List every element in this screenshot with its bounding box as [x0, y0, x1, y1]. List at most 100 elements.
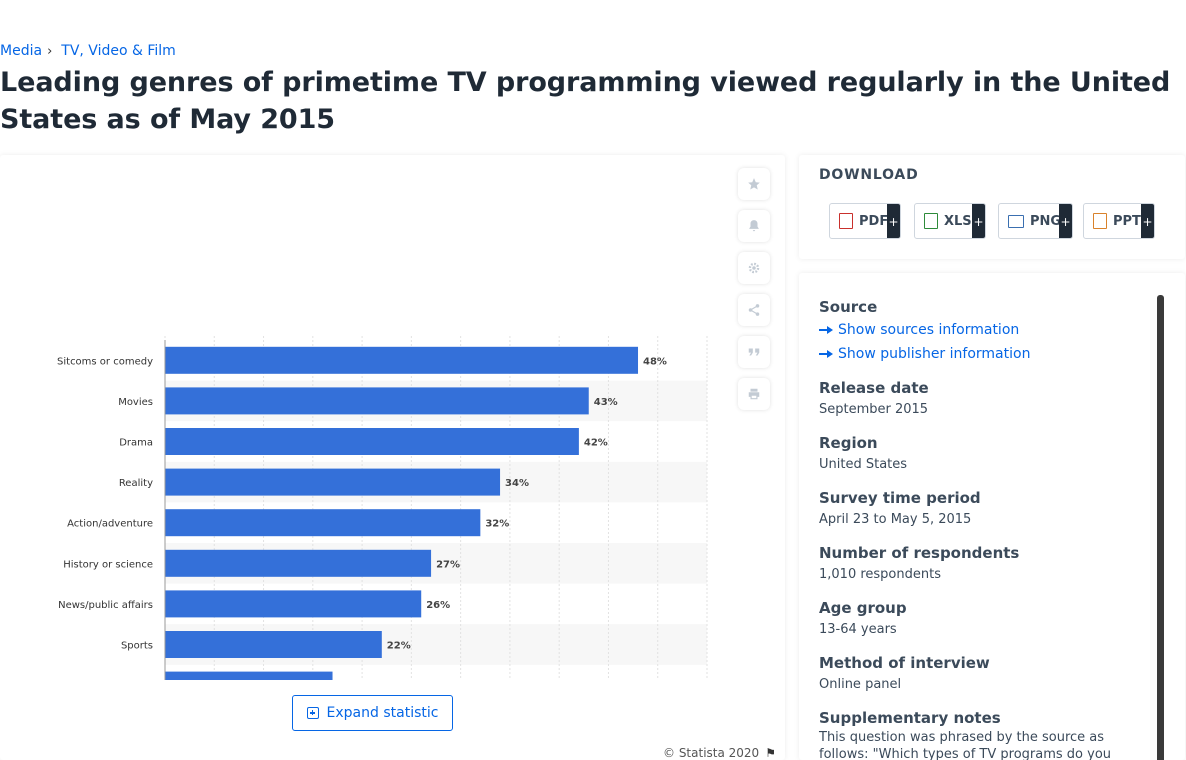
method-block: Method of interview Online panel [819, 652, 1149, 696]
category-label: Sitcoms or comedy [57, 356, 153, 367]
category-label: Drama [119, 438, 153, 449]
respondents-heading: Number of respondents [819, 544, 1020, 562]
show-sources-label: Show sources information [838, 322, 1020, 338]
xls-file-icon [924, 213, 938, 229]
category-label: Movies [118, 397, 153, 408]
info-scrollbar[interactable] [1157, 295, 1164, 760]
data-label: 22% [387, 641, 411, 652]
download-xls-button[interactable]: XLS + [914, 203, 986, 239]
pdf-file-icon [839, 213, 853, 229]
source-block: Source Show sources information Show pub… [819, 296, 1149, 366]
bar [165, 549, 432, 577]
show-publisher-link[interactable]: Show publisher information [819, 342, 1149, 366]
survey-period-block: Survey time period April 23 to May 5, 20… [819, 487, 1149, 531]
respondents-block: Number of respondents 1,010 respondents [819, 542, 1149, 586]
category-label: History or science [63, 559, 153, 570]
breadcrumb-media[interactable]: Media [0, 43, 43, 59]
gear-icon [748, 262, 760, 274]
copyright: © Statista 2020 ⚑ [663, 746, 776, 760]
release-date-heading: Release date [819, 379, 929, 397]
print-icon [748, 388, 760, 400]
download-png-plus[interactable]: + [1059, 204, 1072, 238]
category-label: Sports [121, 641, 153, 652]
breadcrumb-separator: › [47, 43, 53, 59]
page-title: Leading genres of primetime TV programmi… [0, 67, 1171, 135]
show-publisher-label: Show publisher information [838, 346, 1031, 362]
expand-statistic-button[interactable]: Expand statistic [292, 695, 453, 731]
breadcrumb-tv-video-film[interactable]: TV, Video & Film [61, 43, 176, 59]
bell-icon [749, 220, 759, 232]
category-label: Action/adventure [67, 519, 153, 530]
bar-chart: 48% Sitcoms or comedy 43% Movies 42% Drama 34%… [57, 336, 708, 680]
source-heading: Source [819, 298, 878, 316]
download-ppt-plus[interactable]: + [1141, 204, 1154, 238]
data-label: 32% [485, 519, 509, 530]
data-label: 26% [426, 600, 450, 611]
bar [165, 346, 639, 374]
download-ppt-label: PPT [1113, 213, 1141, 229]
method-value: Online panel [819, 677, 902, 692]
region-block: Region United States [819, 432, 1149, 476]
share-icon [748, 304, 760, 316]
survey-period-value: April 23 to May 5, 2015 [819, 512, 972, 527]
arrow-right-icon [819, 349, 833, 359]
age-group-value: 13-64 years [819, 622, 897, 637]
download-xls-plus[interactable]: + [972, 204, 985, 238]
notes-value: This question was phrased by the source … [819, 730, 1112, 760]
chart-toolbar [738, 168, 772, 420]
info-panel: Source Show sources information Show pub… [819, 296, 1149, 760]
download-pdf-label: PDF [859, 213, 889, 229]
age-group-heading: Age group [819, 599, 907, 617]
download-ppt-button[interactable]: PPT + [1083, 203, 1155, 239]
download-png-button[interactable]: PNG + [998, 203, 1073, 239]
flag-icon[interactable]: ⚑ [765, 746, 776, 760]
expand-label: Expand statistic [326, 705, 439, 721]
age-group-block: Age group 13-64 years [819, 597, 1149, 641]
data-label: 42% [584, 438, 608, 449]
notification-button[interactable] [738, 210, 770, 242]
category-label: Reality [119, 478, 153, 489]
download-pdf-button[interactable]: PDF + [829, 203, 901, 239]
region-heading: Region [819, 434, 878, 452]
release-date-value: September 2015 [819, 402, 929, 417]
chart-card: 48% Sitcoms or comedy 43% Movies 42% Drama 34%… [0, 155, 785, 760]
ppt-file-icon [1093, 213, 1107, 229]
share-button[interactable] [738, 294, 770, 326]
cite-button[interactable] [738, 336, 770, 368]
settings-button[interactable] [738, 252, 770, 284]
quote-icon [748, 348, 760, 356]
bar [165, 509, 481, 537]
favorite-button[interactable] [738, 168, 770, 200]
survey-period-heading: Survey time period [819, 489, 981, 507]
star-icon [748, 178, 760, 190]
bar [165, 428, 579, 455]
release-date-block: Release date September 2015 [819, 377, 1149, 421]
download-png-label: PNG [1030, 213, 1062, 229]
arrow-right-icon [819, 325, 833, 335]
info-card: Source Show sources information Show pub… [799, 273, 1185, 760]
bar [165, 671, 333, 680]
respondents-value: 1,010 respondents [819, 567, 941, 582]
bar [165, 590, 422, 618]
data-label: 27% [436, 559, 460, 570]
download-pdf-plus[interactable]: + [887, 204, 900, 238]
data-label: 34% [505, 478, 529, 489]
category-label: News/public affairs [58, 600, 153, 611]
copyright-text: © Statista 2020 [663, 746, 760, 760]
bar [165, 631, 382, 658]
expand-icon [306, 707, 319, 719]
data-label: 43% [594, 397, 618, 408]
print-button[interactable] [738, 378, 770, 410]
notes-block: Supplementary notes This question was ph… [819, 707, 1149, 760]
data-label: 48% [643, 356, 667, 367]
png-file-icon [1008, 214, 1024, 228]
download-card: DOWNLOAD PDF + XLS + PNG + PPT + [799, 155, 1185, 259]
bar [165, 387, 589, 415]
notes-heading: Supplementary notes [819, 709, 1001, 727]
download-title: DOWNLOAD [819, 167, 919, 183]
bar [165, 468, 501, 496]
download-xls-label: XLS [944, 213, 972, 229]
region-value: United States [819, 457, 908, 472]
show-sources-link[interactable]: Show sources information [819, 318, 1149, 342]
